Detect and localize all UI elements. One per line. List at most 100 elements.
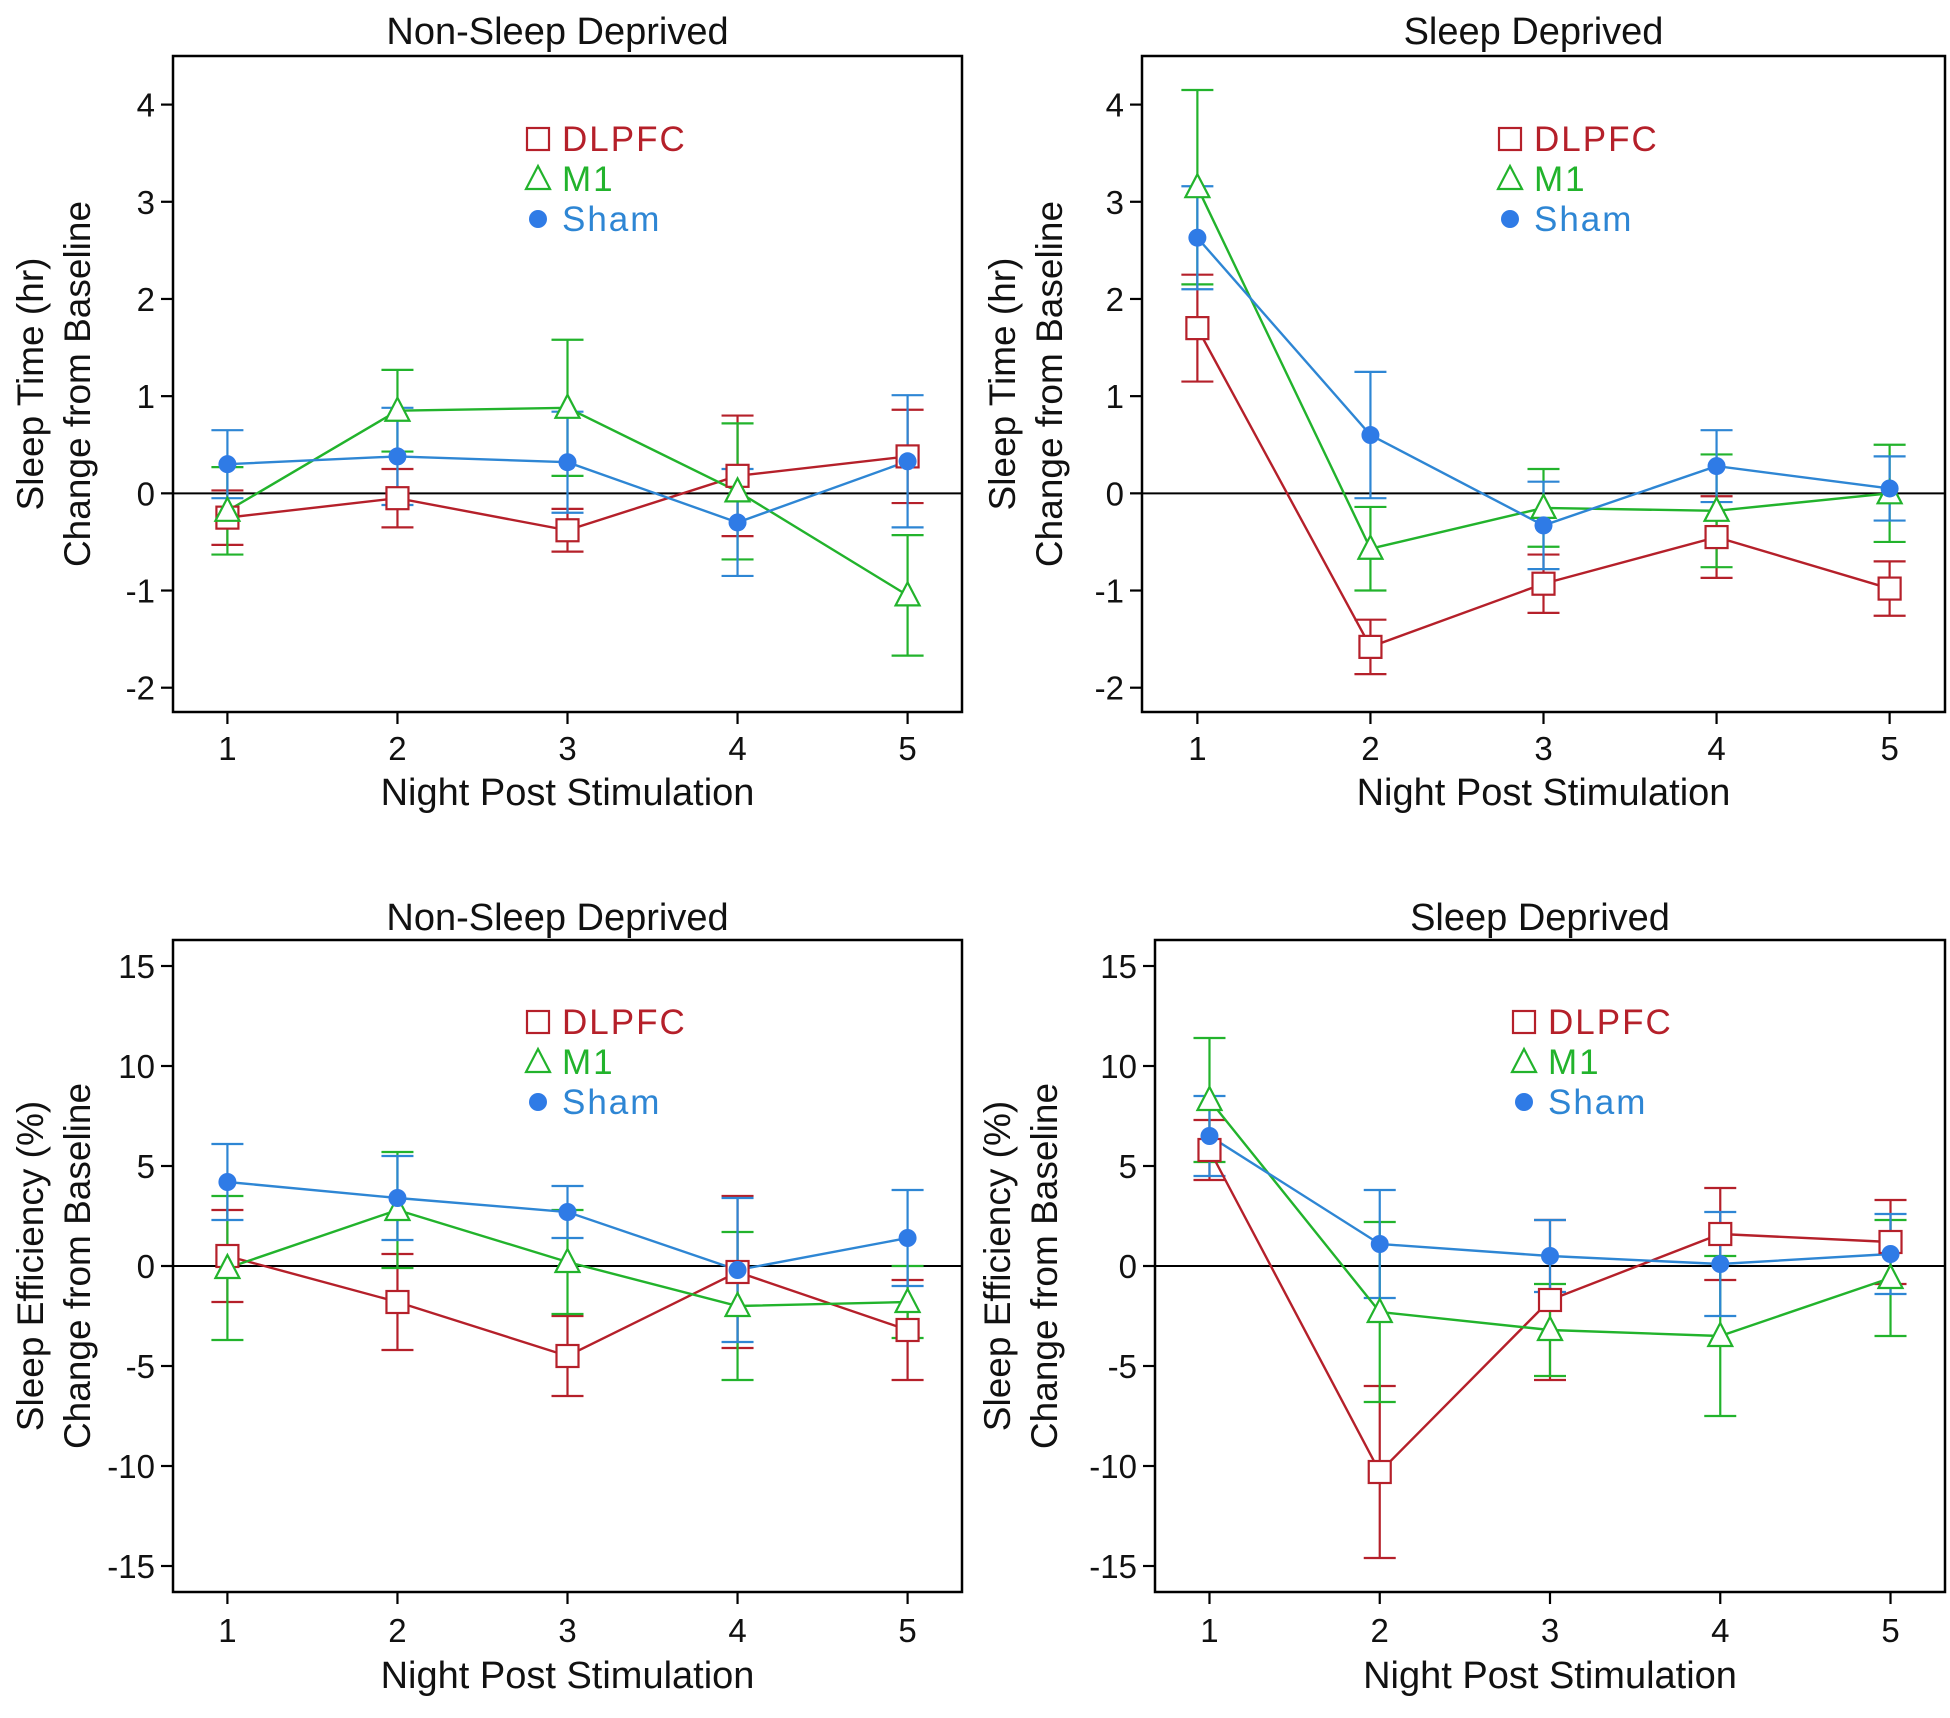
- x-tick-label: 4: [1711, 1612, 1729, 1649]
- y-axis-label-line2: Change from Baseline: [1029, 201, 1070, 567]
- legend-m1-label: M1: [562, 1043, 615, 1082]
- dlpfc-point: [1531, 571, 1556, 596]
- y-tick-label: 5: [137, 1148, 155, 1185]
- sham-point: [1880, 479, 1899, 498]
- dlpfc-point: [1537, 1287, 1563, 1313]
- dlpfc-point: [385, 486, 410, 511]
- y-tick-label: 15: [1100, 948, 1137, 985]
- y-axis-label-line1: Sleep Time (hr): [982, 258, 1023, 511]
- legend-dlpfc-marker: [1511, 1009, 1537, 1035]
- legend-m1-label: M1: [1548, 1043, 1601, 1082]
- x-tick-label: 5: [1880, 730, 1898, 767]
- sham-point: [388, 1189, 407, 1207]
- sham-point: [1711, 1255, 1730, 1273]
- y-tick-label: -10: [1089, 1448, 1137, 1485]
- y-tick-label: -5: [1108, 1348, 1137, 1385]
- dlpfc-point: [1358, 634, 1383, 659]
- y-axis-label-line1: Sleep Efficiency (%): [977, 1101, 1018, 1431]
- sham-point: [728, 513, 747, 532]
- chart-title: Sleep Deprived: [1404, 11, 1664, 53]
- dlpfc-point: [895, 1317, 920, 1343]
- m1-point: [723, 1290, 752, 1318]
- sham-point: [1541, 1247, 1559, 1265]
- sham-point: [1361, 426, 1380, 445]
- legend-dlpfc-label: DLPFC: [1548, 1003, 1673, 1042]
- legend-sham-marker: [529, 210, 547, 228]
- x-tick-label: 4: [1707, 730, 1725, 767]
- x-tick-label: 3: [1541, 1612, 1559, 1649]
- y-tick-label: -1: [126, 573, 155, 610]
- legend-dlpfc-marker: [1497, 126, 1523, 152]
- y-tick-label: 15: [118, 948, 155, 985]
- dlpfc-point: [1185, 316, 1210, 341]
- m1-point: [1536, 1314, 1564, 1342]
- legend-m1-marker: [1496, 163, 1524, 191]
- m1-point: [213, 495, 242, 522]
- y-tick-label: 4: [1106, 87, 1124, 124]
- m1-point: [1529, 492, 1558, 520]
- x-tick-label: 1: [1188, 730, 1206, 767]
- y-tick-label: -2: [126, 670, 155, 707]
- y-tick-label: 5: [1119, 1148, 1137, 1185]
- legend-sham-marker: [529, 1093, 547, 1111]
- legend-sham-marker: [1515, 1093, 1533, 1111]
- m1-point: [383, 1194, 412, 1222]
- x-tick-label: 5: [1881, 1612, 1899, 1649]
- y-axis-label-line2: Change from Baseline: [1024, 1083, 1065, 1449]
- y-axis-label-line1: Sleep Time (hr): [10, 258, 51, 511]
- x-tick-label: 4: [728, 1612, 746, 1649]
- y-axis-label-line1: Sleep Efficiency (%): [10, 1101, 51, 1431]
- dlpfc-point: [385, 1289, 410, 1315]
- legend-dlpfc-label: DLPFC: [562, 120, 687, 159]
- m1-point: [1702, 495, 1731, 522]
- m1-point: [553, 392, 582, 419]
- x-tick-label: 2: [388, 1612, 406, 1649]
- legend-sham-label: Sham: [562, 200, 661, 239]
- legend-dlpfc-marker: [525, 126, 551, 152]
- legend-sham-label: Sham: [1548, 1083, 1647, 1122]
- sham-point: [728, 1261, 747, 1279]
- sham-point: [1200, 1127, 1219, 1145]
- panel-top-left: Non-Sleep Deprived 4 3 2 1 0 -1 -2 1 2 3 4 5 Night Po…: [10, 11, 964, 814]
- y-tick-label: 1: [137, 378, 155, 415]
- legend-dlpfc-marker: [525, 1009, 551, 1035]
- x-tick-label: 5: [898, 1612, 916, 1649]
- dlpfc-point: [1704, 524, 1729, 550]
- sham-point: [1370, 1235, 1389, 1253]
- x-tick-label: 3: [1534, 730, 1552, 767]
- y-tick-label: 0: [137, 475, 155, 512]
- x-tick-label: 1: [218, 1612, 236, 1649]
- legend-sham-marker: [1501, 210, 1519, 228]
- x-tick-label: 2: [1371, 1612, 1389, 1649]
- chart-title: Non-Sleep Deprived: [386, 11, 728, 53]
- sham-point: [218, 455, 237, 474]
- y-tick-label: 4: [137, 87, 155, 124]
- chart-title: Non-Sleep Deprived: [386, 897, 728, 939]
- m1-point: [1356, 533, 1385, 560]
- x-axis-label: Night Post Stimulation: [381, 772, 755, 814]
- sham-point: [558, 1203, 577, 1221]
- x-axis-label: Night Post Stimulation: [1357, 772, 1731, 814]
- y-tick-label: -2: [1095, 670, 1124, 707]
- x-tick-label: 2: [1361, 730, 1379, 767]
- sham-point: [1881, 1245, 1900, 1263]
- x-tick-label: 4: [728, 730, 746, 767]
- m1-point: [1365, 1296, 1394, 1324]
- m1-point: [1876, 1262, 1905, 1290]
- legend-m1-label: M1: [562, 160, 615, 199]
- panel-bottom-right: Sleep Deprived 15 10 5 0 -5 -10 -15 1 2 3 4 5 Night P…: [977, 897, 1947, 1697]
- legend-dlpfc-label: DLPFC: [1534, 120, 1659, 159]
- m1-point: [893, 1286, 922, 1314]
- m1-point: [1706, 1320, 1735, 1348]
- m1-point: [893, 579, 922, 607]
- dlpfc-point: [555, 518, 580, 543]
- y-tick-label: 1: [1106, 378, 1124, 415]
- y-tick-label: 10: [118, 1048, 155, 1085]
- y-tick-label: 3: [137, 184, 155, 221]
- legend-m1-marker: [1510, 1046, 1538, 1074]
- dlpfc-point: [1708, 1221, 1733, 1247]
- y-tick-label: 3: [1106, 184, 1124, 221]
- m1-point: [1195, 1084, 1224, 1112]
- y-tick-label: 0: [1119, 1248, 1137, 1285]
